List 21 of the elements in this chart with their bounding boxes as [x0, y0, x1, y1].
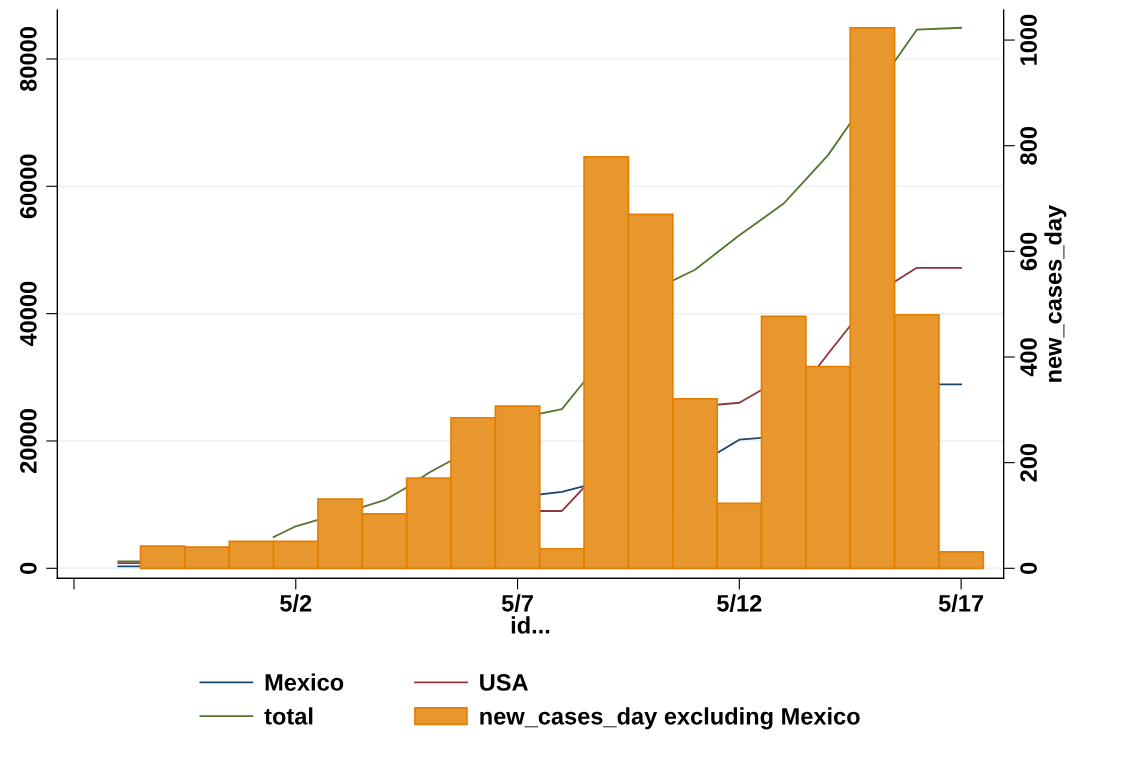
y-tick-label: 40000 [19, 281, 37, 347]
y2-tick-label: 400 [1020, 338, 1037, 377]
x-tick-label: 5/7 [501, 594, 533, 612]
y-tick-label: 0 [19, 562, 37, 574]
legend-label: USA [480, 674, 528, 691]
y2-tick-label: 800 [1020, 126, 1037, 165]
x-tick-label: 5/2 [280, 594, 312, 612]
legend-label: Mexico [265, 673, 344, 691]
y2-tick-label: 1000 [1020, 14, 1037, 65]
y-tick-label: 20000 [19, 409, 37, 473]
y2-axis-title: new_cases_day [1044, 205, 1067, 382]
x-tick-label: 5/17 [938, 594, 984, 612]
x-tick-label: 5/12 [717, 594, 762, 612]
legend-label: new_cases_day excluding Mexico [480, 707, 860, 730]
x-axis-title: id... [511, 616, 550, 634]
y-tick-label: 80000 [19, 27, 37, 92]
y-tick-label: 60000 [19, 154, 37, 219]
y2-tick-label: 0 [1020, 562, 1037, 574]
legend-label: total [264, 707, 313, 725]
y2-tick-label: 600 [1020, 232, 1037, 271]
y2-tick-label: 200 [1020, 443, 1037, 482]
